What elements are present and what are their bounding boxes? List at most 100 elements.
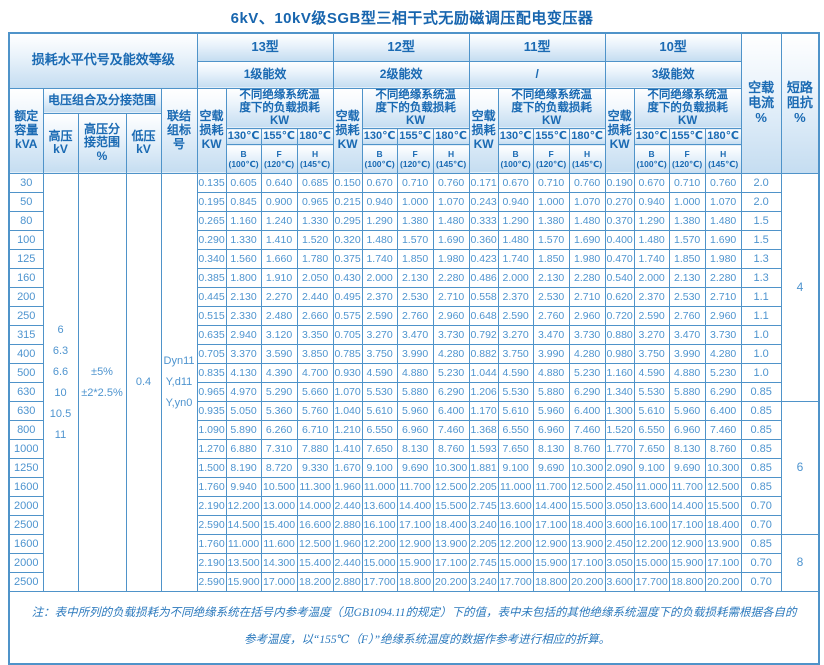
loss-value-cell: 6.290 bbox=[568, 382, 606, 403]
loss-value-cell: 1.980 bbox=[432, 249, 470, 270]
loss-value-cell: 0.785 bbox=[332, 344, 363, 365]
loss-value-cell: 3.270 bbox=[497, 325, 534, 346]
loss-value-cell: 3.240 bbox=[468, 515, 499, 536]
loss-value-cell: 12.900 bbox=[532, 534, 570, 555]
table-row: 100 0.290 1.330 1.410 1.520 0.320 1.480 1.570 1.… bbox=[8, 230, 819, 251]
loss-value-cell: 1.290 bbox=[497, 211, 534, 232]
loss-value-cell: 1.960 bbox=[332, 477, 363, 498]
loss-value-cell: 0.965 bbox=[296, 192, 334, 213]
loss-value-cell: 20.200 bbox=[432, 572, 470, 593]
loss-value-cell: 0.150 bbox=[332, 173, 363, 194]
loss-value-cell: 0.935 bbox=[196, 401, 227, 422]
loss-value-cell: 16.600 bbox=[296, 515, 334, 536]
loss-value-cell: 15.500 bbox=[704, 496, 742, 517]
loss-value-cell: 13.900 bbox=[568, 534, 606, 555]
loss-value-cell: 7.460 bbox=[568, 420, 606, 441]
loss-value-cell: 12.200 bbox=[497, 534, 534, 555]
header-eff-11: / bbox=[468, 60, 606, 89]
rated-capacity-cell: 80 bbox=[8, 211, 44, 232]
header-temp-180: 180℃ bbox=[568, 128, 606, 146]
rated-capacity-cell: 2000 bbox=[8, 496, 44, 517]
loss-value-cell: 2.480 bbox=[260, 306, 298, 327]
loss-value-cell: 0.710 bbox=[532, 173, 570, 194]
loss-value-cell: 8.130 bbox=[396, 439, 434, 460]
loss-value-cell: 2.590 bbox=[633, 306, 670, 327]
loss-value-cell: 0.710 bbox=[668, 173, 706, 194]
loss-value-cell: 11.700 bbox=[668, 477, 706, 498]
loss-value-cell: 8.760 bbox=[432, 439, 470, 460]
loss-value-cell: 1.770 bbox=[604, 439, 635, 460]
loss-value-cell: 0.648 bbox=[468, 306, 499, 327]
loss-value-cell: 5.610 bbox=[633, 401, 670, 422]
loss-value-cell: 17.700 bbox=[361, 572, 398, 593]
header-no-load-loss-10: 空载 损耗 KW bbox=[604, 87, 635, 175]
loss-value-cell: 5.960 bbox=[532, 401, 570, 422]
loss-value-cell: 2.590 bbox=[497, 306, 534, 327]
loss-value-cell: 15.900 bbox=[532, 553, 570, 574]
loss-value-cell: 7.880 bbox=[296, 439, 334, 460]
header-load-loss-13: 不同绝缘系统温 度下的负载损耗 KW bbox=[225, 87, 334, 130]
header-sub-h: H (145℃) bbox=[432, 144, 470, 175]
loss-value-cell: 4.590 bbox=[361, 363, 398, 384]
loss-value-cell: 0.670 bbox=[497, 173, 534, 194]
rated-capacity-cell: 1250 bbox=[8, 458, 44, 479]
loss-value-cell: 3.600 bbox=[604, 515, 635, 536]
loss-value-cell: 2.370 bbox=[497, 287, 534, 308]
loss-value-cell: 5.360 bbox=[260, 401, 298, 422]
loss-value-cell: 4.970 bbox=[225, 382, 262, 403]
loss-value-cell: 1.330 bbox=[225, 230, 262, 251]
loss-value-cell: 2.960 bbox=[568, 306, 606, 327]
loss-value-cell: 1.340 bbox=[604, 382, 635, 403]
loss-value-cell: 14.500 bbox=[225, 515, 262, 536]
header-temp-155: 155℃ bbox=[260, 128, 298, 146]
loss-value-cell: 1.040 bbox=[332, 401, 363, 422]
header-hv: 高压 kV bbox=[42, 112, 79, 175]
loss-value-cell: 1.000 bbox=[668, 192, 706, 213]
loss-value-cell: 3.050 bbox=[604, 496, 635, 517]
loss-value-cell: 13.900 bbox=[432, 534, 470, 555]
header-sub-f: F (120℃) bbox=[396, 144, 434, 175]
page-title: 6kV、10kV级SGB型三相干式无励磁调压配电变压器 bbox=[230, 10, 594, 27]
loss-value-cell: 6.260 bbox=[260, 420, 298, 441]
loss-value-cell: 6.710 bbox=[296, 420, 334, 441]
loss-value-cell: 18.200 bbox=[296, 572, 334, 593]
loss-value-cell: 11.000 bbox=[225, 534, 262, 555]
hv-tap-cell: ±5% ±2*2.5% bbox=[77, 173, 127, 593]
header-no-load-current: 空载 电流 % bbox=[740, 32, 782, 175]
header-sub-b: B (100℃) bbox=[225, 144, 262, 175]
loss-value-cell: 0.470 bbox=[604, 249, 635, 270]
loss-value-cell: 1.980 bbox=[568, 249, 606, 270]
loss-value-cell: 7.460 bbox=[432, 420, 470, 441]
loss-value-cell: 0.195 bbox=[196, 192, 227, 213]
loss-value-cell: 7.460 bbox=[704, 420, 742, 441]
loss-value-cell: 1.570 bbox=[396, 230, 434, 251]
transformer-spec-table: 损耗水平代号及能效等级 13型 12型 11型 10型 空载 电流 % 短路 阻… bbox=[8, 32, 821, 665]
loss-value-cell: 3.350 bbox=[296, 325, 334, 346]
rated-capacity-cell: 1600 bbox=[8, 534, 44, 555]
loss-value-cell: 15.000 bbox=[633, 553, 670, 574]
loss-value-cell: 1.690 bbox=[704, 230, 742, 251]
no-load-current-cell: 1.1 bbox=[740, 306, 782, 327]
loss-value-cell: 5.760 bbox=[296, 401, 334, 422]
header-no-load-loss-11: 空载 损耗 KW bbox=[468, 87, 499, 175]
no-load-current-cell: 1.3 bbox=[740, 249, 782, 270]
loss-value-cell: 1.480 bbox=[497, 230, 534, 251]
header-sub-f: F (120℃) bbox=[532, 144, 570, 175]
header-eff-10: 3级能效 bbox=[604, 60, 742, 89]
loss-value-cell: 1.000 bbox=[532, 192, 570, 213]
loss-value-cell: 10.300 bbox=[432, 458, 470, 479]
loss-value-cell: 0.710 bbox=[396, 173, 434, 194]
loss-value-cell: 1.070 bbox=[332, 382, 363, 403]
loss-value-cell: 12.200 bbox=[633, 534, 670, 555]
loss-value-cell: 3.470 bbox=[668, 325, 706, 346]
loss-value-cell: 9.940 bbox=[225, 477, 262, 498]
loss-value-cell: 1.670 bbox=[332, 458, 363, 479]
no-load-current-cell: 0.85 bbox=[740, 458, 782, 479]
loss-value-cell: 18.400 bbox=[432, 515, 470, 536]
loss-value-cell: 6.960 bbox=[532, 420, 570, 441]
rated-capacity-cell: 2000 bbox=[8, 553, 44, 574]
loss-value-cell: 15.500 bbox=[568, 496, 606, 517]
loss-value-cell: 2.130 bbox=[532, 268, 570, 289]
impedance-cell: 4 bbox=[780, 173, 820, 403]
loss-value-cell: 2.940 bbox=[225, 325, 262, 346]
